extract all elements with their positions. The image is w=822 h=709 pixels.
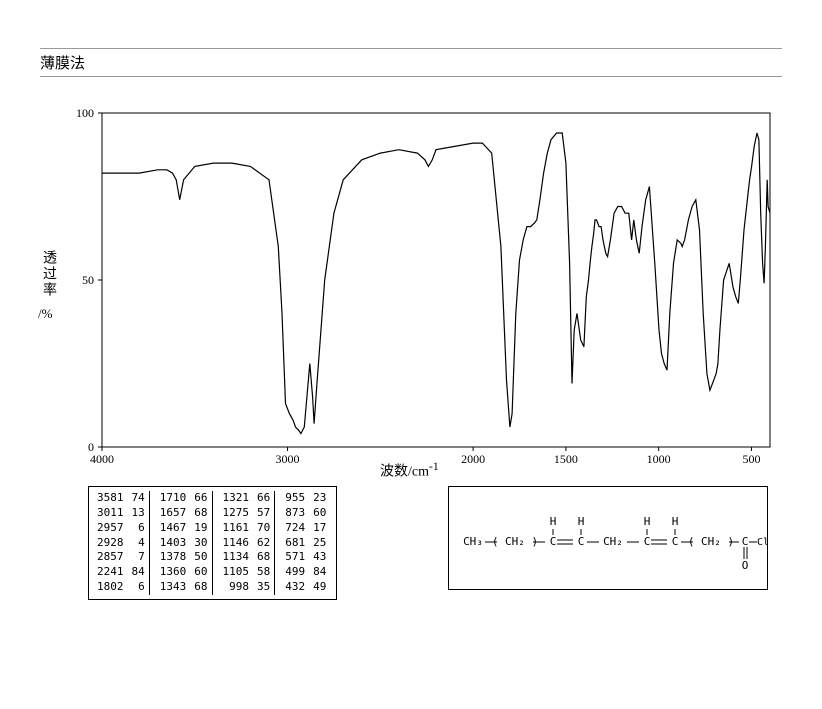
svg-text:C: C bbox=[644, 535, 651, 548]
svg-text:50: 50 bbox=[82, 273, 94, 287]
svg-text:1000: 1000 bbox=[647, 452, 671, 466]
svg-text:C: C bbox=[742, 535, 749, 548]
svg-text:CH₃: CH₃ bbox=[463, 535, 483, 548]
y-axis-unit: /% bbox=[38, 306, 52, 322]
svg-text:C: C bbox=[672, 535, 679, 548]
svg-text:H: H bbox=[644, 515, 651, 528]
svg-text:3000: 3000 bbox=[276, 452, 300, 466]
svg-text:C: C bbox=[578, 535, 585, 548]
svg-text:4000: 4000 bbox=[90, 452, 114, 466]
header: 薄膜法 bbox=[40, 48, 782, 77]
svg-text:H: H bbox=[578, 515, 585, 528]
svg-text:Cl: Cl bbox=[757, 537, 767, 548]
svg-text:1500: 1500 bbox=[554, 452, 578, 466]
peak-data-table: 3581741710661321669552330111316576812755… bbox=[88, 486, 337, 600]
svg-text:H: H bbox=[550, 515, 557, 528]
svg-text:( CH₂ ): ( CH₂ ) bbox=[492, 535, 538, 548]
svg-text:H: H bbox=[672, 515, 679, 528]
svg-text:O: O bbox=[742, 559, 749, 572]
ir-spectrum-chart: 05010040003000200015001000500 bbox=[60, 105, 780, 475]
svg-text:500: 500 bbox=[742, 452, 760, 466]
svg-text:2000: 2000 bbox=[461, 452, 485, 466]
svg-text:( CH₂ ): ( CH₂ ) bbox=[688, 535, 734, 548]
header-title: 薄膜法 bbox=[40, 56, 85, 72]
molecular-structure: CH₃( CH₂ )CHCHCH₂CHCH( CH₂ )CClO bbox=[448, 486, 768, 590]
svg-text:100: 100 bbox=[76, 106, 94, 120]
svg-text:C: C bbox=[550, 535, 557, 548]
y-axis-label: 透过率 bbox=[38, 250, 58, 298]
svg-text:CH₂: CH₂ bbox=[603, 535, 623, 548]
